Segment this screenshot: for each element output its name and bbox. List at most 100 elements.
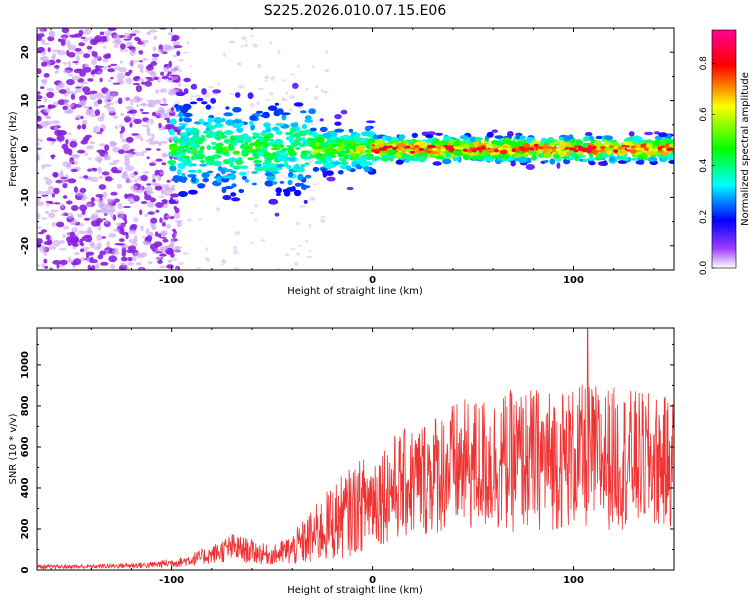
noise-blob — [68, 256, 72, 263]
noise-blob — [49, 31, 56, 38]
signal-blob — [653, 131, 660, 135]
noise-blob — [146, 99, 156, 103]
signal-blob — [240, 143, 246, 150]
noise-blob — [65, 139, 69, 145]
noise-blob — [146, 156, 150, 160]
ridge-point — [515, 148, 522, 152]
signal-blob — [244, 179, 250, 183]
ridge-point — [409, 150, 415, 154]
noise-blob — [56, 134, 65, 142]
noise-blob — [124, 193, 128, 200]
noise-blob — [151, 133, 155, 139]
noise-blob — [83, 246, 90, 250]
faint-blob — [260, 239, 266, 242]
signal-blob — [241, 165, 248, 169]
signal-blob — [223, 112, 234, 117]
noise-blob — [97, 254, 104, 260]
noise-blob — [58, 248, 67, 251]
signal-blob — [222, 175, 232, 179]
noise-blob — [50, 140, 55, 145]
signal-blob — [232, 124, 242, 128]
faint-blob — [250, 241, 255, 244]
ridge-point — [555, 148, 561, 152]
ridge-point — [484, 148, 491, 152]
noise-blob — [69, 91, 78, 95]
signal-blob — [499, 149, 508, 155]
faint-blob — [210, 106, 215, 109]
signal-blob — [396, 142, 407, 148]
faint-blob — [305, 87, 309, 91]
noise-blob — [168, 32, 174, 36]
noise-blob — [98, 203, 105, 207]
signal-blob — [325, 170, 334, 176]
noise-blob — [159, 113, 167, 118]
noise-blob — [72, 61, 79, 64]
signal-blob — [542, 152, 552, 159]
noise-blob — [167, 259, 173, 263]
noise-blob — [47, 185, 55, 191]
noise-blob — [110, 92, 118, 96]
noise-blob — [43, 97, 48, 103]
noise-blob — [121, 251, 127, 257]
ridge-point — [573, 149, 579, 153]
faint-blob — [304, 239, 309, 243]
noise-blob — [62, 161, 72, 167]
snr-series-line — [37, 328, 674, 570]
spectrogram-ylabel: Frequency (Hz) — [8, 111, 19, 187]
noise-blob — [110, 264, 116, 270]
noise-blob — [52, 171, 59, 178]
noise-blob — [70, 168, 78, 173]
signal-blob — [622, 141, 632, 146]
signal-blob — [212, 89, 222, 94]
noise-blob — [66, 39, 71, 47]
ridge-point — [436, 149, 442, 153]
noise-blob — [108, 233, 117, 238]
noise-blob — [141, 81, 146, 85]
signal-blob — [232, 150, 240, 155]
signal-blob — [222, 194, 232, 201]
faint-blob — [294, 261, 299, 266]
faint-blob — [190, 95, 196, 98]
signal-blob — [251, 171, 259, 174]
ridge-point — [652, 148, 659, 152]
faint-blob — [204, 257, 209, 260]
signal-blob — [203, 130, 211, 135]
faint-blob — [324, 68, 330, 73]
signal-blob — [200, 159, 205, 164]
noise-blob — [161, 162, 167, 166]
signal-blob — [668, 159, 674, 164]
noise-blob — [39, 245, 48, 248]
signal-blob — [345, 165, 352, 171]
noise-blob — [140, 225, 144, 232]
ridge-point — [533, 143, 539, 147]
signal-blob — [600, 153, 608, 159]
signal-blob — [324, 157, 333, 162]
noise-blob — [176, 50, 181, 56]
signal-blob — [244, 137, 250, 142]
noise-blob — [45, 234, 51, 241]
signal-blob — [312, 166, 320, 172]
noise-blob — [76, 68, 84, 72]
signal-blob — [363, 165, 371, 173]
signal-blob — [266, 138, 275, 142]
signal-blob — [582, 136, 590, 142]
signal-blob — [309, 127, 317, 132]
noise-blob — [69, 140, 78, 148]
signal-blob — [274, 102, 279, 106]
noise-blob — [151, 56, 158, 62]
noise-blob — [101, 95, 107, 99]
signal-blob — [595, 135, 604, 140]
noise-blob — [82, 86, 91, 93]
ridge-point — [493, 149, 499, 153]
noise-blob — [84, 152, 88, 157]
signal-blob — [222, 146, 228, 153]
noise-blob — [161, 222, 166, 227]
noise-blob — [89, 176, 98, 182]
noise-blob — [123, 32, 131, 40]
faint-blob — [276, 267, 280, 270]
signal-blob — [292, 82, 299, 89]
signal-blob — [459, 135, 469, 140]
noise-blob — [141, 124, 150, 128]
ridge-point — [467, 149, 473, 153]
noise-blob — [40, 39, 46, 42]
